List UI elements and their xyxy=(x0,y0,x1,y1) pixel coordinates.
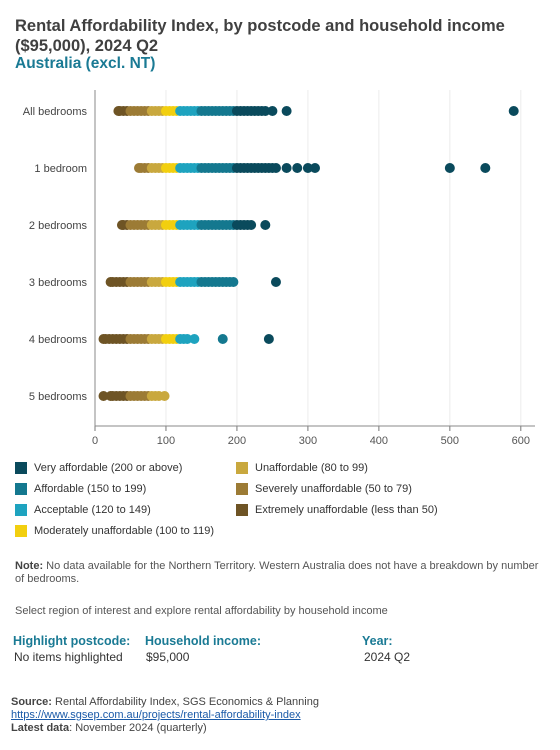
select-instruction: Select region of interest and explore re… xyxy=(15,605,388,617)
latest-data-text: : November 2024 (quarterly) xyxy=(69,722,207,734)
legend-swatch xyxy=(15,462,27,474)
data-point xyxy=(267,106,278,116)
data-point xyxy=(98,391,109,401)
legend-item-acceptable[interactable]: Acceptable (120 to 149) xyxy=(15,504,151,516)
data-point xyxy=(302,163,313,173)
x-tick-label: 0 xyxy=(92,435,98,445)
data-point xyxy=(246,220,257,230)
postcode-select[interactable]: No items highlighted xyxy=(14,650,123,664)
data-point xyxy=(182,334,193,344)
data-point xyxy=(270,163,281,173)
year-select[interactable]: 2024 Q2 xyxy=(364,650,411,664)
y-tick-label: 3 bedrooms xyxy=(29,277,88,289)
legend-label: Extremely unaffordable (less than 50) xyxy=(255,504,438,516)
legend-swatch xyxy=(15,504,27,516)
x-tick-label: 400 xyxy=(370,435,388,445)
legend-label: Affordable (150 to 199) xyxy=(34,483,147,495)
x-tick-label: 500 xyxy=(441,435,459,445)
data-point xyxy=(444,163,455,173)
legend-label: Very affordable (200 or above) xyxy=(34,462,183,474)
y-tick-label: All bedrooms xyxy=(23,106,88,118)
legend-item-extremely-unaffordable[interactable]: Extremely unaffordable (less than 50) xyxy=(236,504,438,516)
x-tick-label: 200 xyxy=(228,435,246,445)
data-point xyxy=(310,163,320,173)
data-point xyxy=(217,334,228,344)
data-point xyxy=(270,277,281,287)
legend-swatch xyxy=(236,504,248,516)
data-point xyxy=(281,106,292,116)
income-label: Household income: xyxy=(145,634,261,648)
data-point xyxy=(263,334,274,344)
legend-swatch xyxy=(236,483,248,495)
legend-label: Unaffordable (80 to 99) xyxy=(255,462,368,474)
source: Source: Rental Affordability Index, SGS … xyxy=(11,696,319,735)
latest-data-label: Latest data xyxy=(11,722,70,734)
data-point xyxy=(480,163,491,173)
legend-item-affordable[interactable]: Affordable (150 to 199) xyxy=(15,483,146,495)
legend-label: Moderately unaffordable (100 to 119) xyxy=(34,525,214,537)
legend-swatch xyxy=(15,525,27,537)
data-point xyxy=(159,391,170,401)
data-point xyxy=(260,106,271,116)
source-label: Source: xyxy=(11,696,52,708)
legend-item-severely-unaffordable[interactable]: Severely unaffordable (50 to 79) xyxy=(236,483,412,495)
x-tick-label: 100 xyxy=(157,435,175,445)
legend-item-very-affordable[interactable]: Very affordable (200 or above) xyxy=(15,462,182,474)
legend-swatch xyxy=(15,483,27,495)
legend-item-moderately-unaffordable[interactable]: Moderately unaffordable (100 to 119) xyxy=(15,525,214,537)
postcode-label: Highlight postcode: xyxy=(13,634,131,648)
source-link[interactable]: https://www.sgsep.com.au/projects/rental… xyxy=(11,709,301,721)
data-point xyxy=(508,106,519,116)
data-point xyxy=(281,163,292,173)
legend-swatch xyxy=(236,462,248,474)
note: Note: No data available for the Northern… xyxy=(15,560,545,586)
legend-label: Severely unaffordable (50 to 79) xyxy=(255,483,412,495)
strip-chart: All bedrooms 1 bedroom 2 bedrooms 3 bedroom… xyxy=(23,90,535,445)
data-point xyxy=(260,220,271,230)
note-text: No data available for the Northern Terri… xyxy=(15,560,539,585)
chart-title: Rental Affordability Index, by postcode … xyxy=(15,17,505,55)
data-point xyxy=(292,163,303,173)
x-tick-label: 300 xyxy=(299,435,317,445)
note-label: Note: xyxy=(15,560,44,572)
source-text: Rental Affordability Index, SGS Economic… xyxy=(51,696,319,708)
data-point xyxy=(228,277,239,287)
year-label: Year: xyxy=(362,634,393,648)
x-tick-label: 600 xyxy=(512,435,530,445)
legend-label: Acceptable (120 to 149) xyxy=(34,504,151,516)
chart-subtitle: Australia (excl. NT) xyxy=(15,55,156,72)
y-tick-label: 5 bedrooms xyxy=(29,391,88,403)
income-select[interactable]: $95,000 xyxy=(146,650,190,664)
y-tick-label: 4 bedrooms xyxy=(29,334,88,346)
y-tick-label: 2 bedrooms xyxy=(29,220,88,232)
data-point xyxy=(189,334,200,344)
legend-item-unaffordable[interactable]: Unaffordable (80 to 99) xyxy=(236,462,368,474)
y-tick-label: 1 bedroom xyxy=(34,163,87,175)
